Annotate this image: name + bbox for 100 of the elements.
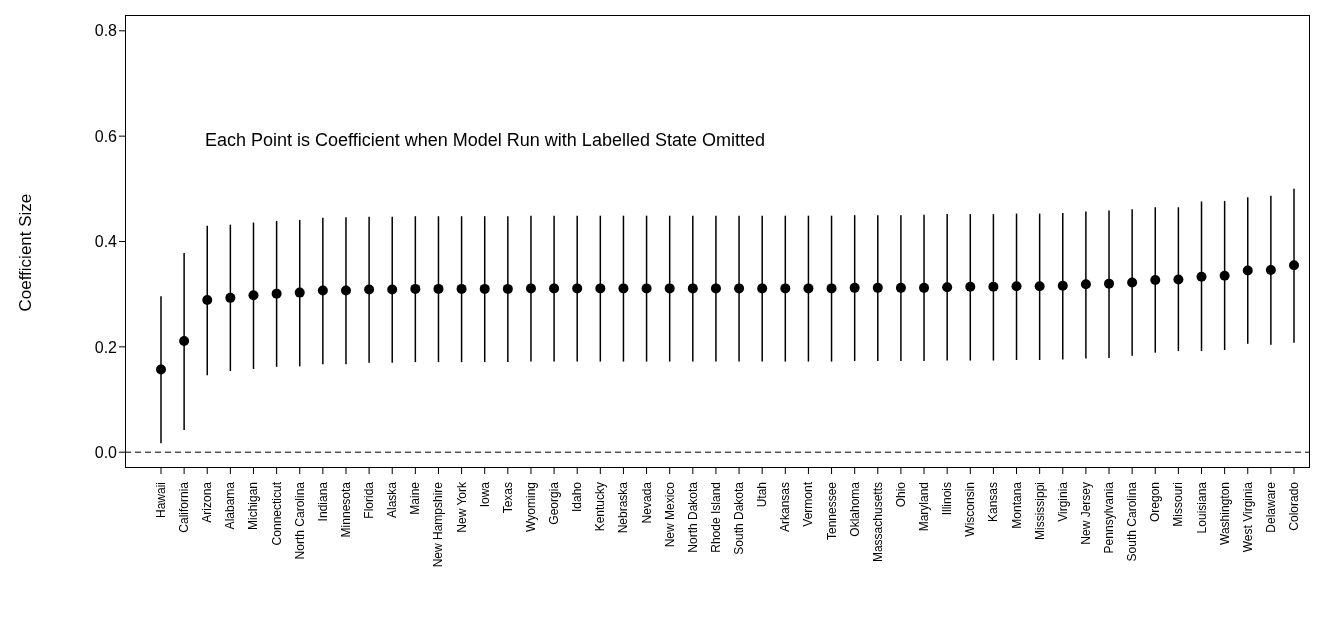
x-tick-label: Indiana [315,481,330,522]
x-tick-label: Arizona [200,481,215,523]
x-tick-label: Ohio [893,481,908,508]
x-tick-label: Hawaii [154,482,168,519]
point [1173,274,1184,285]
y-tick-label: 0.8 [94,22,118,40]
point [317,285,328,296]
point [757,283,768,294]
point [433,283,444,294]
x-tick-label: West Virginia [1240,481,1255,553]
x-tick-label: Kansas [986,482,1001,523]
x-tick-label: New Jersey [1078,482,1093,545]
x-tick-label: Mississippi [1032,482,1047,541]
point [895,282,906,293]
y-axis-title: Coefficient Size [16,193,36,312]
point [919,282,930,293]
point [595,283,606,294]
x-tick-label: Nevada [639,481,654,524]
x-tick-label: Illinois [940,482,955,516]
point [780,283,791,294]
point [340,285,351,296]
x-tick-label: Montana [1009,481,1024,529]
x-tick-label: Vermont [801,481,816,527]
x-tick-label: Georgia [547,481,562,525]
x-tick-label: North Dakota [685,481,700,553]
x-tick-label: North Carolina [292,481,307,560]
point [525,283,536,294]
x-tick-label: Oklahoma [847,481,862,537]
point [1080,279,1091,290]
x-tick-label: Missouri [1171,482,1186,527]
x-tick-label: Tennessee [824,481,839,541]
point [641,283,652,294]
x-tick-label: Virginia [1055,481,1070,522]
annotation: Each Point is Coefficient when Model Run with Labelled State Omitted [205,130,765,151]
point [225,292,236,303]
x-tick-label: Iowa [477,481,492,508]
point [179,336,190,347]
x-tick-label: Pennsylvania [1102,481,1117,554]
x-tick-label: South Dakota [732,481,747,555]
point [1219,270,1230,281]
point [826,283,837,294]
point [988,281,999,292]
x-tick-label: Massachusetts [870,482,885,563]
x-tick-label: Wyoming [523,482,538,532]
point [1265,264,1276,275]
point [1034,281,1045,292]
point [549,283,560,294]
x-tick-label: South Carolina [1125,481,1140,562]
point [479,283,490,294]
x-tick-label: Maine [408,481,423,515]
x-tick-label: Wisconsin [963,482,978,537]
x-tick-label: Washington [1217,482,1232,545]
point [456,283,467,294]
point [1127,277,1138,288]
x-tick-label: Colorado [1287,481,1301,531]
point [664,283,675,294]
point [271,288,282,299]
point [687,283,698,294]
y-tick-label: 0.0 [94,443,118,461]
x-tick-label: Alaska [385,481,400,519]
point [364,284,375,295]
x-tick-label: Nebraska [616,481,631,534]
point [502,283,513,294]
point [1196,271,1207,282]
x-tick-label: Maryland [917,482,932,532]
x-tick-label: Louisiana [1194,481,1209,534]
point [410,283,421,294]
x-tick-label: Alabama [223,481,238,530]
x-tick-label: Connecticut [269,481,284,546]
x-tick-label: Arkansas [778,482,793,533]
point [1011,281,1022,292]
x-tick-label: New Hampshire [431,481,446,568]
point [965,281,976,292]
point [803,283,814,294]
point [1057,280,1068,291]
y-tick-label: 0.4 [94,233,118,251]
point [942,282,953,293]
x-tick-label: Texas [500,482,515,514]
point [156,364,166,375]
x-tick-label: New Mexico [662,481,677,548]
x-tick-label: Kentucky [593,482,608,532]
x-tick-label: New York [454,481,469,533]
point [1150,274,1161,285]
point [849,282,860,293]
x-tick-label: Oregon [1148,482,1163,523]
y-tick-label: 0.2 [94,338,118,356]
x-tick-label: Minnesota [338,481,353,538]
point [248,290,259,301]
x-tick-label: Michigan [246,482,261,531]
point [1289,260,1299,271]
point [294,287,305,298]
point [710,283,721,294]
point [387,284,398,295]
x-tick-label: Rhode Island [708,482,723,553]
point [202,294,213,305]
x-tick-label: Delaware [1263,481,1278,533]
y-tick-label: 0.6 [94,127,118,145]
x-tick-label: California [177,481,192,533]
point [872,282,883,293]
x-tick-label: Idaho [570,481,585,513]
